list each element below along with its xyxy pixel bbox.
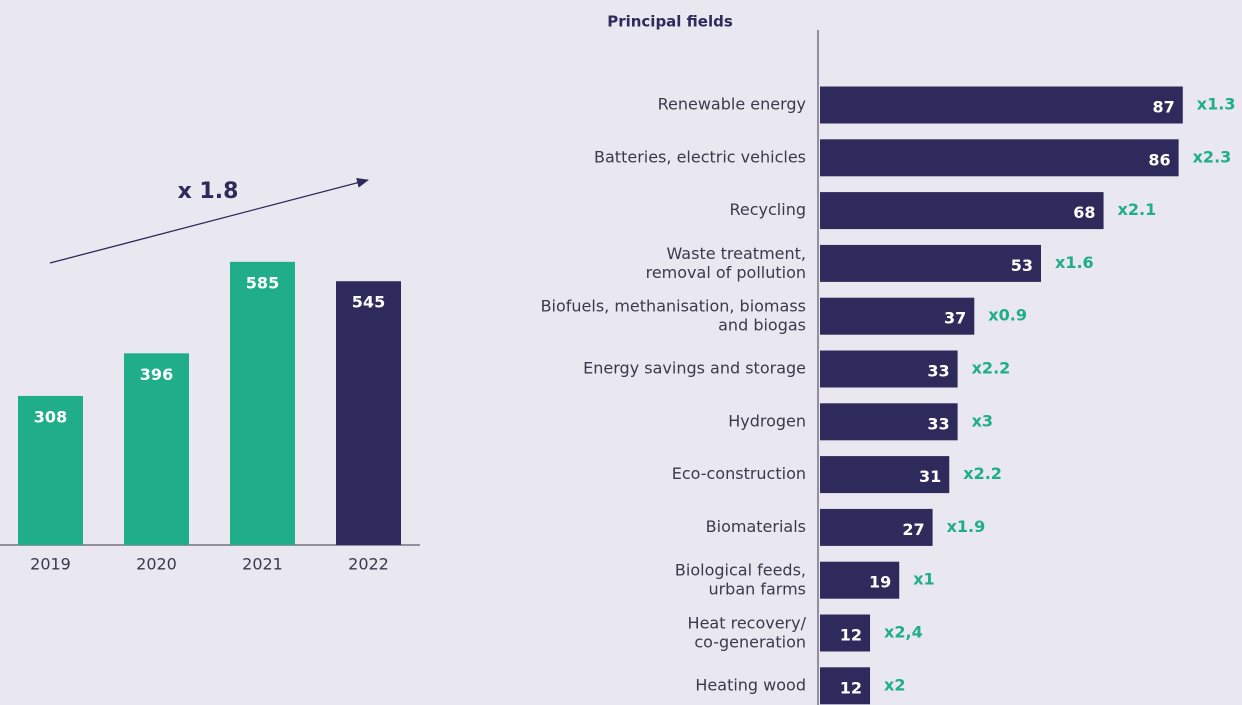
- value-label: 33: [927, 414, 949, 433]
- growth-label: x1: [913, 570, 934, 589]
- value-label: 585: [246, 273, 279, 292]
- growth-label: x2.2: [972, 359, 1011, 378]
- value-label: 68: [1073, 203, 1095, 222]
- growth-label: x0.9: [988, 306, 1027, 325]
- category-label: Batteries, electric vehicles: [594, 147, 806, 166]
- bar: [820, 667, 871, 705]
- category-label: Heating wood: [695, 675, 806, 694]
- growth-label: x2,4: [884, 623, 923, 642]
- growth-annotation: x 1.8: [178, 179, 239, 204]
- bar: [820, 244, 1042, 282]
- bar: [820, 297, 975, 335]
- value-label: 86: [1148, 150, 1170, 169]
- bar: [18, 395, 83, 545]
- growth-label: x2.2: [963, 464, 1002, 483]
- value-label: 53: [1011, 256, 1033, 275]
- bar: [230, 261, 295, 545]
- growth-label: x2.3: [1193, 147, 1232, 166]
- growth-label: x3: [972, 411, 993, 430]
- category-label: Biological feeds, urban farms: [675, 560, 806, 598]
- bar: [820, 86, 1183, 124]
- value-label: 12: [840, 626, 862, 645]
- chart-title: Principal fields: [607, 13, 733, 31]
- growth-label: x1.9: [947, 517, 986, 536]
- bar: [820, 456, 950, 494]
- category-label: Eco-construction: [672, 464, 806, 483]
- bar: [124, 353, 189, 545]
- x-tick-label: 2022: [348, 555, 389, 574]
- category-label: Waste treatment, removal of pollution: [646, 243, 806, 281]
- category-label: Recycling: [730, 200, 807, 219]
- growth-label: x2.1: [1118, 200, 1157, 219]
- value-label: 37: [944, 309, 966, 328]
- category-label: Energy savings and storage: [583, 359, 806, 378]
- growth-label: x1.6: [1055, 253, 1094, 272]
- value-label: 27: [902, 520, 924, 539]
- bar: [820, 508, 933, 546]
- category-label: Heat recovery/co-generation: [688, 613, 807, 651]
- bar: [820, 139, 1179, 177]
- bar: [336, 281, 401, 545]
- category-label: Hydrogen: [728, 411, 806, 430]
- value-label: 545: [352, 293, 385, 312]
- value-label: 12: [840, 678, 862, 697]
- category-label: Biofuels, methanisation, biomass and biog…: [541, 296, 806, 334]
- trend-arrow: [49, 177, 369, 264]
- category-label: Biomaterials: [706, 517, 806, 536]
- x-tick-label: 2021: [242, 555, 283, 574]
- bar: [820, 403, 958, 441]
- bar: [820, 192, 1104, 230]
- value-label: 31: [919, 467, 941, 486]
- value-label: 19: [869, 573, 891, 592]
- x-tick-label: 2020: [136, 555, 177, 574]
- bar: [820, 561, 900, 599]
- value-label: 396: [140, 365, 173, 384]
- bar: [820, 614, 871, 652]
- growth-label: x2: [884, 675, 905, 694]
- value-label: 33: [927, 362, 949, 381]
- category-label: Renewable energy: [658, 95, 806, 114]
- value-label: 87: [1153, 98, 1175, 117]
- x-tick-label: 2019: [30, 555, 71, 574]
- growth-label: x1.3: [1197, 95, 1236, 114]
- bar: [820, 350, 958, 388]
- value-label: 308: [34, 407, 67, 426]
